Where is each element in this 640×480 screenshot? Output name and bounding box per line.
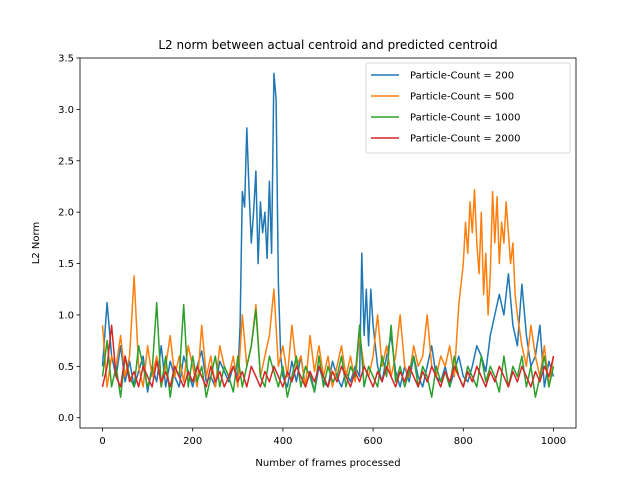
- chart-title: L2 norm between actual centroid and pred…: [158, 38, 497, 52]
- legend-label: Particle-Count = 1000: [410, 113, 520, 124]
- y-tick-label: 3.5: [58, 54, 74, 65]
- y-tick-label: 0.5: [58, 362, 74, 373]
- x-tick-label: 0: [99, 436, 105, 447]
- plot-area: [79, 57, 577, 429]
- x-axis: 0 200 400 600 800 1000: [99, 428, 566, 447]
- x-tick-label: 200: [183, 436, 202, 447]
- x-tick-label: 600: [364, 436, 383, 447]
- legend: Particle-Count = 200 Particle-Count = 500…: [365, 62, 571, 154]
- y-tick-label: 3.0: [58, 105, 74, 116]
- legend-label: Particle-Count = 2000: [410, 134, 520, 145]
- series-line-4: [101, 324, 555, 388]
- x-axis-label: Number of frames processed: [255, 458, 400, 469]
- legend-label: Particle-Count = 500: [410, 92, 514, 103]
- x-tick-label: 1000: [541, 436, 566, 447]
- y-axis: 0.0 0.5 1.0 1.5 2.0 2.5 3.0 3.5: [58, 54, 80, 424]
- y-tick-label: 2.0: [58, 208, 74, 219]
- plot-frame: [79, 57, 577, 429]
- y-axis-label: L2 Norm: [31, 222, 42, 264]
- legend-label: Particle-Count = 200: [410, 71, 514, 82]
- x-tick-label: 400: [273, 436, 292, 447]
- series-group: [101, 72, 555, 398]
- y-tick-label: 2.5: [58, 156, 74, 167]
- legend-box: [365, 62, 571, 154]
- y-tick-label: 1.5: [58, 259, 74, 270]
- y-tick-label: 0.0: [58, 413, 74, 424]
- x-tick-label: 800: [454, 436, 473, 447]
- y-tick-label: 1.0: [58, 310, 74, 321]
